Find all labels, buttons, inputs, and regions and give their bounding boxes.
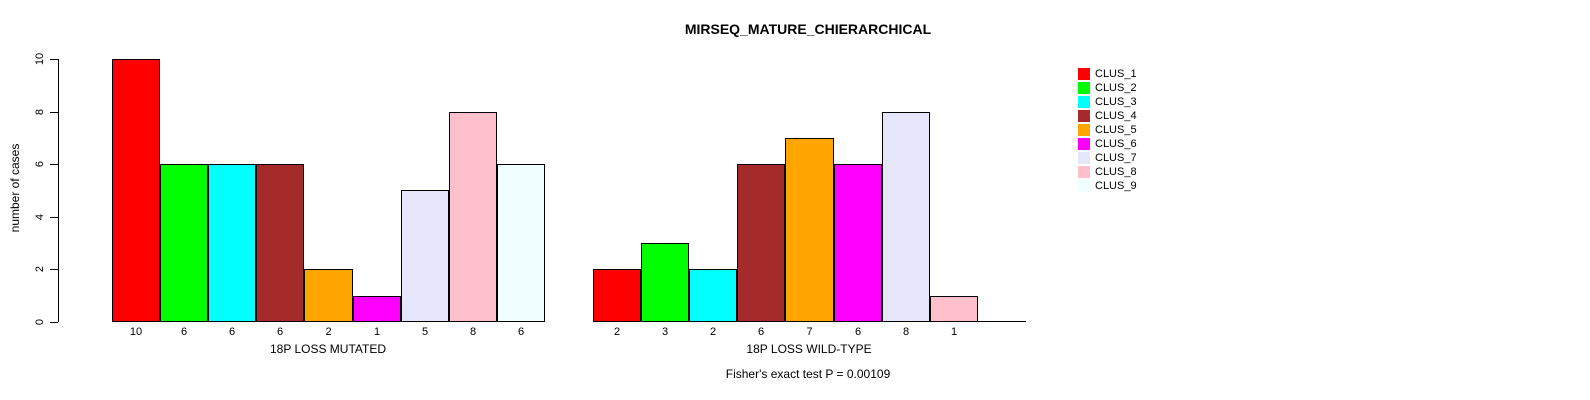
legend-swatch-clus_7 <box>1078 152 1090 164</box>
y-tick-mark <box>50 269 58 270</box>
y-tick-mark <box>50 112 58 113</box>
bar-value-label: 7 <box>806 326 813 338</box>
bar-clus_4 <box>256 164 304 322</box>
legend-item-clus_2: CLUS_2 <box>1078 81 1137 95</box>
x-axis-group-label: 18P LOSS MUTATED <box>269 342 387 356</box>
bar-clus_1 <box>593 269 641 322</box>
bar-value-label: 6 <box>757 326 765 338</box>
legend-item-clus_7: CLUS_7 <box>1078 151 1137 165</box>
legend-label: CLUS_4 <box>1095 110 1137 122</box>
bar-value-label: 1 <box>373 326 381 338</box>
legend-label: CLUS_9 <box>1095 180 1137 192</box>
legend-item-clus_5: CLUS_5 <box>1078 123 1137 137</box>
legend-swatch-clus_4 <box>1078 110 1090 122</box>
y-tick-mark <box>50 217 58 218</box>
bar-value-label: 6 <box>854 326 862 338</box>
bar-clus_1 <box>112 59 160 322</box>
bar-clus_2 <box>641 243 689 322</box>
legend-swatch-clus_1 <box>1078 68 1090 80</box>
y-tick-mark <box>50 164 58 165</box>
bar-value-label: 2 <box>325 326 332 338</box>
bar-value-label: 1 <box>950 326 958 338</box>
bar-value-label: 3 <box>661 326 669 338</box>
bar-clus_3 <box>208 164 256 322</box>
y-tick-mark <box>50 59 58 60</box>
y-tick-mark <box>50 322 58 323</box>
legend-swatch-clus_3 <box>1078 96 1090 108</box>
bar-clus_2 <box>160 164 208 322</box>
legend-item-clus_4: CLUS_4 <box>1078 109 1137 123</box>
bar-value-label: 6 <box>517 326 525 338</box>
legend-item-clus_6: CLUS_6 <box>1078 137 1137 151</box>
legend-label: CLUS_8 <box>1095 166 1137 178</box>
bar-value-label: 2 <box>709 326 717 338</box>
bar-clus_7 <box>882 112 930 322</box>
legend-item-clus_1: CLUS_1 <box>1078 67 1137 81</box>
legend-label: CLUS_2 <box>1095 82 1137 94</box>
bar-clus_5 <box>785 138 834 322</box>
legend-item-clus_9: CLUS_9 <box>1078 179 1137 193</box>
bar-value-label: 5 <box>421 326 429 338</box>
bar-value-label: 8 <box>469 326 477 338</box>
legend-item-clus_8: CLUS_8 <box>1078 165 1137 179</box>
legend-label: CLUS_1 <box>1095 68 1137 80</box>
bar-clus_5 <box>304 269 353 322</box>
bar-clus_9-zero <box>978 321 1026 322</box>
legend-swatch-clus_5 <box>1078 124 1090 136</box>
legend-item-clus_3: CLUS_3 <box>1078 95 1137 109</box>
bar-value-label: 6 <box>276 326 284 338</box>
y-axis-line <box>58 59 59 322</box>
bar-value-label: 6 <box>180 326 188 338</box>
chart-title: MIRSEQ_MATURE_CHIERARCHICAL <box>684 21 932 37</box>
legend-label: CLUS_7 <box>1095 152 1137 164</box>
fisher-test-annotation: Fisher's exact test P = 0.00109 <box>725 367 891 381</box>
y-tick-label: 10 <box>34 52 46 66</box>
bar-clus_8 <box>930 296 978 322</box>
legend-label: CLUS_3 <box>1095 96 1137 108</box>
bar-clus_6 <box>353 296 401 322</box>
bar-clus_6 <box>834 164 882 322</box>
bar-value-label: 10 <box>129 326 143 338</box>
bar-clus_7 <box>401 190 449 322</box>
y-tick-label: 6 <box>34 160 46 168</box>
legend-swatch-clus_6 <box>1078 138 1090 150</box>
legend-label: CLUS_6 <box>1095 138 1137 150</box>
bar-clus_3 <box>689 269 737 322</box>
y-tick-label: 0 <box>34 318 46 326</box>
legend-swatch-clus_8 <box>1078 166 1090 178</box>
y-tick-label: 2 <box>34 265 46 273</box>
bar-clus_4 <box>737 164 785 322</box>
legend-swatch-clus_2 <box>1078 82 1090 94</box>
bar-clus_9 <box>497 164 545 322</box>
bar-clus_8 <box>449 112 497 322</box>
x-axis-group-label: 18P LOSS WILD-TYPE <box>746 342 872 356</box>
bar-value-label: 8 <box>902 326 910 338</box>
y-tick-label: 8 <box>34 108 46 116</box>
legend-label: CLUS_5 <box>1095 124 1137 136</box>
legend-swatch-clus_9 <box>1078 180 1090 192</box>
y-axis-label: number of cases <box>8 143 22 233</box>
y-tick-label: 4 <box>34 213 46 221</box>
bar-value-label: 2 <box>613 326 621 338</box>
bar-value-label: 6 <box>228 326 236 338</box>
